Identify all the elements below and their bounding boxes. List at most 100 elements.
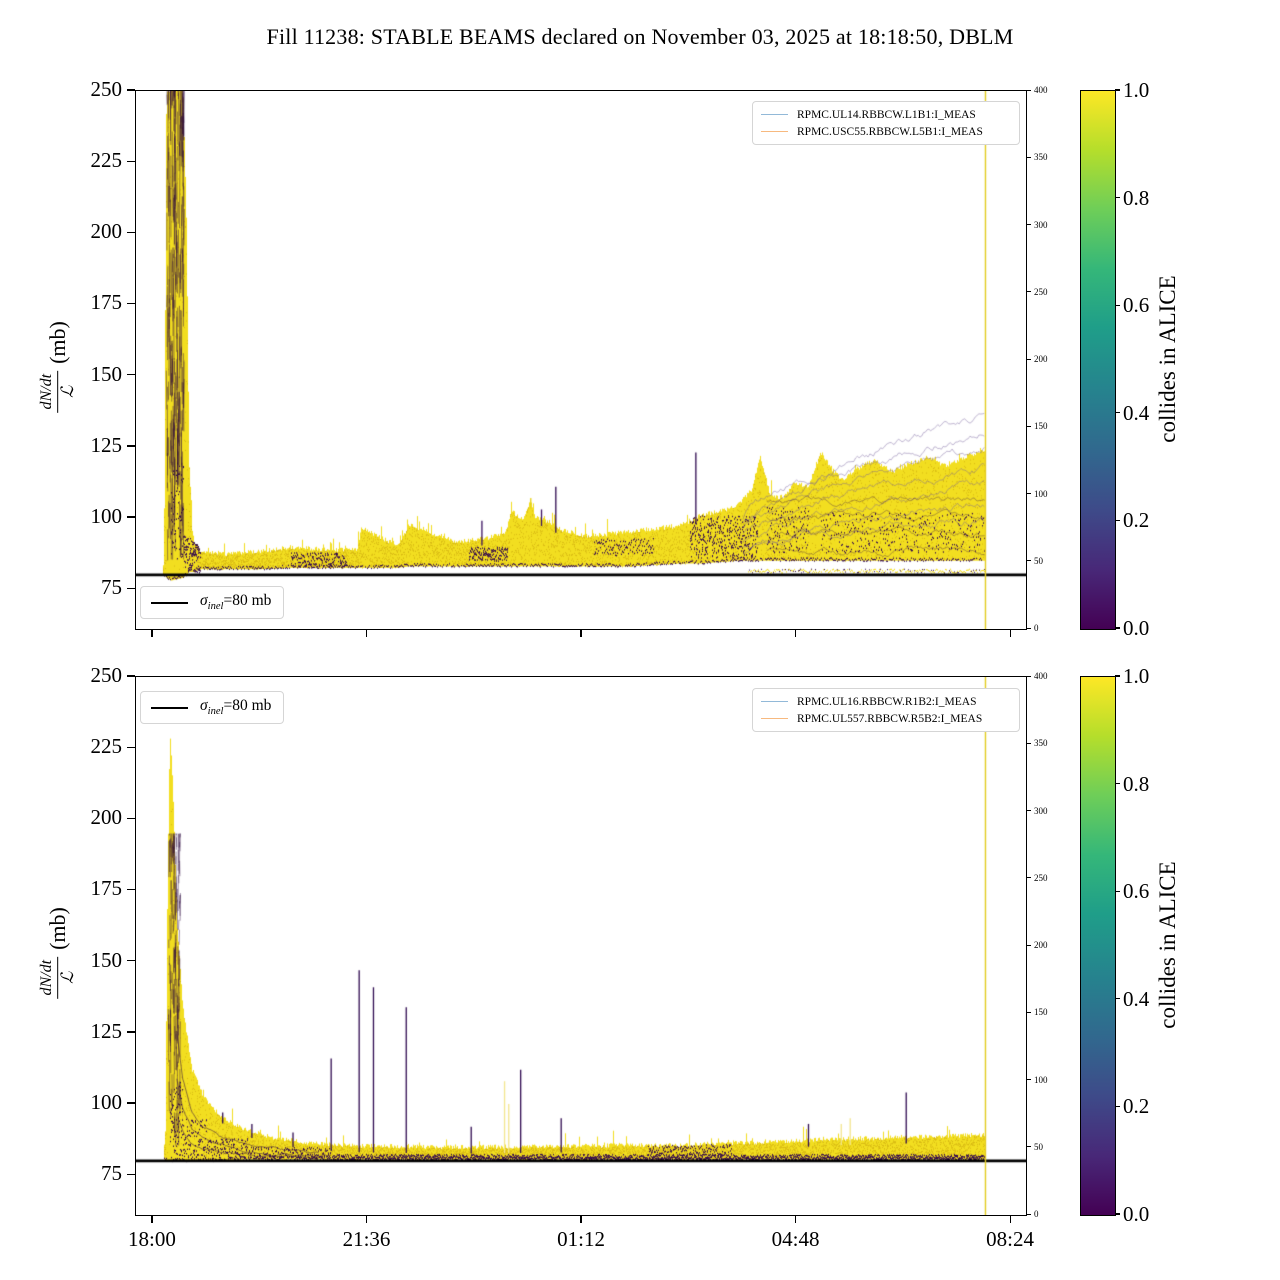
x-tick-mark [151, 629, 153, 637]
y-tick-label: 200 [90, 805, 123, 830]
y-tick-mark [127, 1102, 135, 1104]
figure-title: Fill 11238: STABLE BEAMS declared on Nov… [266, 24, 1014, 49]
x-tick-label: 01:12 [557, 1227, 605, 1251]
ylabel-unit: (mb) [44, 321, 70, 364]
legend-entry: RPMC.USC55.RBBCW.L5B1:I_MEAS [761, 123, 1011, 140]
legend-label: RPMC.UL557.RBBCW.R5B2:I_MEAS [797, 712, 983, 725]
x-tick-mark [794, 629, 797, 637]
y-tick-mark [127, 675, 135, 677]
x-tick-mark [794, 1215, 797, 1223]
scatter-canvas-bottom [136, 677, 1026, 1215]
right-tick-label: 150 [1034, 1007, 1048, 1018]
x-tick-mark [1009, 1215, 1011, 1223]
right-tick-label: 100 [1034, 1074, 1048, 1085]
right-tick-mark [1026, 810, 1031, 811]
sigma-line-sample [151, 601, 188, 604]
legend-label: RPMC.UL16.RBBCW.R1B2:I_MEAS [797, 695, 977, 708]
right-tick-label: 400 [1034, 671, 1048, 681]
legend-bottom: RPMC.UL16.RBBCW.R1B2:I_MEAS RPMC.UL557.R… [752, 688, 1020, 732]
colorbar-tick-mark [1115, 675, 1120, 677]
right-tick-mark [1026, 425, 1031, 427]
y-tick-label: 175 [90, 290, 123, 315]
y-tick-mark [127, 89, 135, 91]
colorbar-tick-label: 0.6 [1123, 293, 1150, 318]
sigma-label: σinel=80 mb [200, 592, 272, 613]
y-tick-mark [127, 302, 135, 305]
x-tick-label: 18:00 [128, 1227, 176, 1251]
x-tick-mark [1009, 629, 1011, 637]
y-tick-label: 225 [90, 148, 123, 173]
ylabel-unit: (mb) [44, 907, 70, 950]
sigma-line-sample [151, 706, 188, 709]
right-tick-mark [1026, 675, 1031, 677]
y-tick-label: 175 [90, 876, 123, 901]
legend-label: RPMC.USC55.RBBCW.L5B1:I_MEAS [797, 125, 983, 138]
right-tick-mark [1026, 1079, 1031, 1080]
plot-area-bottom [135, 676, 1027, 1216]
legend-line-sample [761, 114, 788, 115]
right-tick-mark [1026, 224, 1031, 225]
right-tick-mark [1026, 156, 1031, 158]
legend-line-sample [761, 131, 788, 132]
y-tick-label: 150 [90, 947, 123, 972]
colorbar-tick-mark [1115, 197, 1120, 199]
right-tick-label: 400 [1034, 85, 1048, 95]
right-tick-label: 350 [1034, 152, 1048, 163]
legend-entry: RPMC.UL16.RBBCW.R1B2:I_MEAS [761, 693, 1011, 710]
sigma-legend-top: σinel=80 mb [140, 586, 284, 619]
y-tick-mark [127, 817, 135, 820]
y-tick-label: 100 [90, 1089, 123, 1114]
colorbar-tick-label: 0.6 [1123, 879, 1150, 904]
right-tick-label: 150 [1034, 421, 1048, 432]
right-tick-mark [1026, 493, 1031, 494]
right-tick-label: 250 [1034, 286, 1048, 297]
colorbar-tick-mark [1115, 304, 1120, 306]
y-tick-mark [127, 445, 135, 447]
right-tick-mark [1026, 627, 1031, 629]
y-tick-mark [127, 1173, 135, 1175]
x-tick-label: 21:36 [342, 1227, 391, 1251]
y-tick-mark [127, 746, 135, 748]
colorbar-tick-mark [1115, 998, 1120, 1000]
x-tick-mark [365, 629, 368, 637]
plot-area-top [135, 90, 1027, 630]
legend-label: RPMC.UL14.RBBCW.L1B1:I_MEAS [797, 108, 976, 121]
legend-top: RPMC.UL14.RBBCW.L1B1:I_MEAS RPMC.USC55.R… [752, 101, 1020, 145]
y-tick-label: 225 [90, 734, 123, 759]
colorbar-tick-mark [1115, 519, 1120, 521]
y-tick-label: 200 [90, 219, 123, 244]
right-tick-label: 300 [1034, 219, 1048, 230]
right-tick-label: 50 [1034, 1141, 1043, 1152]
right-tick-mark [1026, 1213, 1031, 1215]
colorbar-tick-mark [1115, 1213, 1120, 1215]
right-tick-mark [1026, 742, 1031, 744]
y-tick-label: 250 [90, 663, 123, 687]
colorbar-bottom [1080, 676, 1116, 1216]
x-tick-mark [580, 629, 582, 637]
colorbar-tick-label: 1.0 [1123, 78, 1150, 102]
y-tick-mark [127, 516, 135, 518]
colorbar-tick-label: 0.2 [1123, 508, 1150, 533]
legend-entry: RPMC.UL557.RBBCW.R5B2:I_MEAS [761, 710, 1011, 727]
right-tick-mark [1026, 358, 1031, 360]
x-tick-label: 04:48 [771, 1227, 820, 1251]
y-tick-label: 250 [90, 77, 123, 101]
x-tick-mark [151, 1215, 153, 1223]
legend-line-sample [761, 718, 788, 719]
right-tick-mark [1026, 560, 1031, 562]
right-tick-label: 250 [1034, 872, 1048, 883]
right-tick-label: 100 [1034, 488, 1048, 499]
y-tick-label: 75 [101, 575, 122, 600]
legend-line-sample [761, 701, 788, 702]
colorbar-tick-mark [1115, 783, 1120, 785]
right-tick-label: 50 [1034, 555, 1043, 566]
colorbar-tick-label: 0.4 [1123, 986, 1150, 1011]
y-tick-mark [127, 888, 135, 891]
right-tick-label: 300 [1034, 805, 1048, 816]
right-tick-label: 200 [1034, 940, 1048, 950]
y-tick-label: 150 [90, 361, 123, 386]
right-tick-mark [1026, 877, 1031, 879]
y-tick-mark [127, 1031, 135, 1033]
y-tick-mark [127, 160, 135, 162]
